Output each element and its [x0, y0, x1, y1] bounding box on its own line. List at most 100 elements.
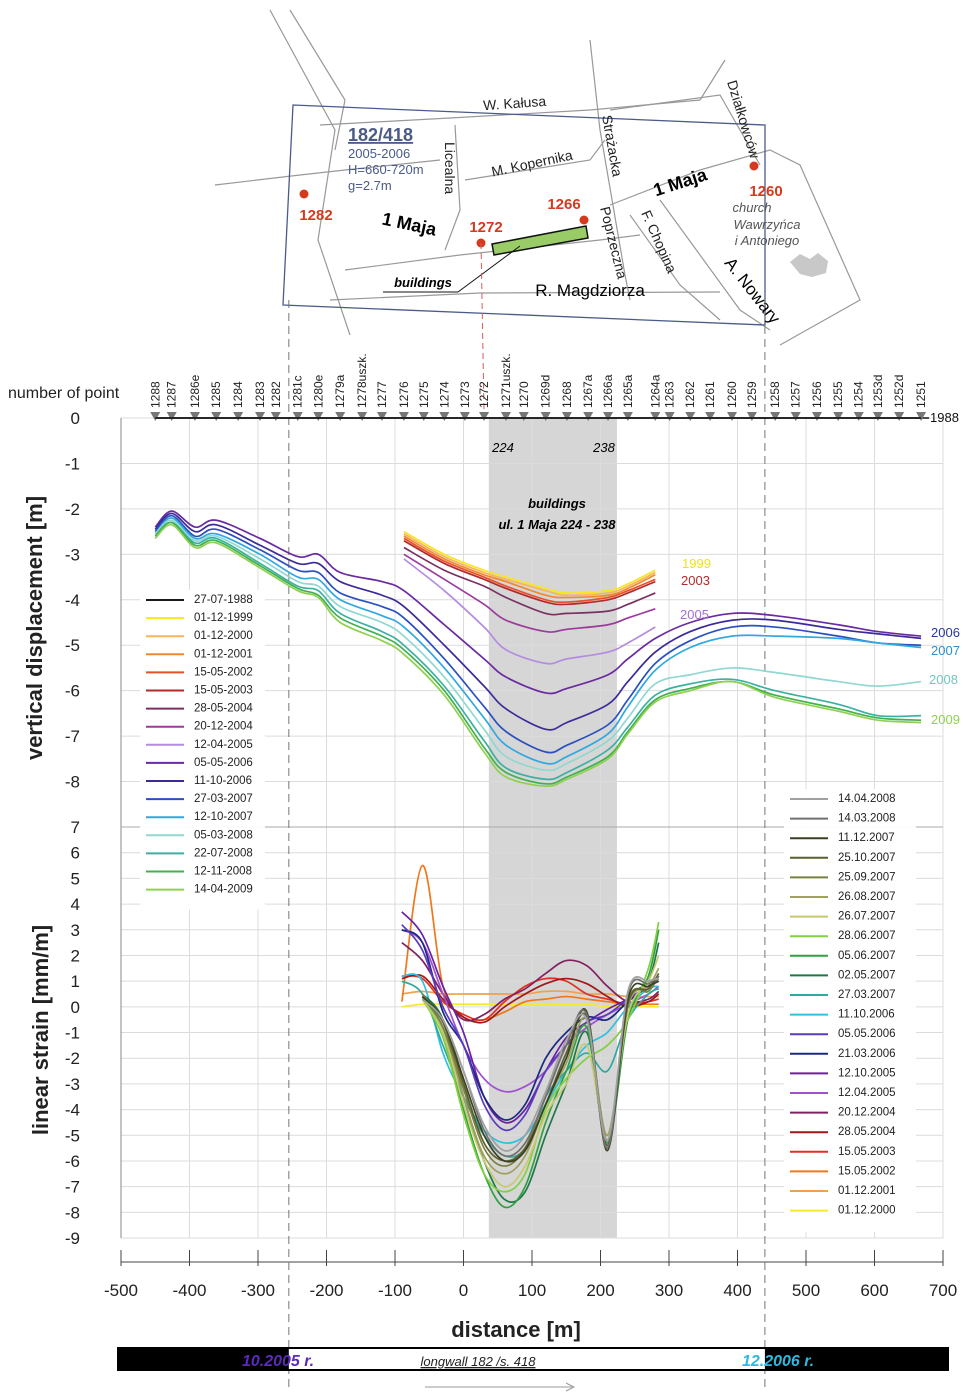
point-label: 1280e: [311, 374, 325, 408]
point-label: 1276: [397, 381, 411, 408]
street-line: [609, 94, 761, 166]
point-label: 1272: [469, 219, 502, 236]
legend-label: 05-05-2006: [194, 757, 253, 769]
longwall-info: H=660-720m: [348, 162, 424, 177]
point-label: 1252d: [892, 375, 906, 408]
point-label: 1266a: [601, 374, 615, 408]
legend-label: 05.06.2007: [838, 950, 896, 962]
point-dot: [749, 161, 759, 171]
x-tick-label: -300: [241, 1281, 275, 1300]
y-tick-label: -5: [65, 1126, 80, 1145]
legend-label: 15.05.2003: [838, 1146, 896, 1158]
annotation: 1999: [682, 556, 711, 571]
point-label: 1278uszk.: [355, 353, 369, 408]
legend-label: 14.04.2008: [838, 793, 896, 805]
x-tick-label: 600: [860, 1281, 888, 1300]
point-marker: [770, 412, 781, 421]
street-line: [329, 291, 721, 301]
point-label: 1257: [789, 381, 803, 408]
legend-label: 11.10.2006: [838, 1009, 895, 1021]
y-tick-label: -7: [65, 1178, 80, 1197]
y-tick-label: -4: [65, 1101, 80, 1120]
point-label: 1258: [768, 381, 782, 408]
point-marker: [357, 412, 368, 421]
legend-label: 01.12.2001: [838, 1185, 896, 1197]
street-line: [214, 159, 441, 186]
annotation: 2009: [931, 712, 960, 727]
y-tick-label: -1: [65, 1024, 80, 1043]
point-label: 1254: [852, 381, 866, 408]
y-tick-label: -9: [65, 1229, 80, 1248]
church-label: i Antoniego: [735, 233, 800, 248]
annotation: 2008: [929, 672, 958, 687]
street-label: 1 Maja: [651, 164, 710, 200]
point-marker: [916, 412, 927, 421]
curve: [403, 535, 656, 599]
x-tick-label: 0: [459, 1281, 468, 1300]
legend-box: [784, 789, 916, 1233]
point-marker: [150, 412, 161, 421]
point-label: 1277: [375, 381, 389, 408]
point-label: 1260: [749, 183, 782, 200]
legend-label: 15-05-2003: [194, 685, 253, 697]
legend-label: 01-12-2000: [194, 630, 253, 642]
curve: [403, 539, 656, 606]
annotation: 2007: [931, 643, 960, 658]
x-tick-label: -100: [378, 1281, 412, 1300]
legend-label: 22-07-2008: [194, 847, 253, 859]
point-label: 1284: [231, 381, 245, 408]
point-label: 1256: [810, 381, 824, 408]
legend-label: 27-03-2007: [194, 793, 253, 805]
point-label: 1264a: [648, 374, 662, 408]
legend-label: 01-12-2001: [194, 648, 253, 660]
street-label: R. Magdziorza: [535, 281, 645, 300]
point-label: 1267a: [581, 374, 595, 408]
curve: [154, 523, 922, 787]
street-line: [464, 139, 606, 181]
points-axis-title: number of point: [8, 385, 120, 402]
street-line: [589, 39, 631, 301]
y-tick-label: -3: [65, 1075, 80, 1094]
legend-label: 12-11-2008: [194, 866, 252, 878]
streets: [214, 9, 861, 346]
street-label: W. Kałusa: [483, 93, 547, 113]
timeline-end: 12.2006 r.: [742, 1353, 814, 1370]
legend-label: 27-07-1988: [194, 594, 253, 606]
legend-label: 11.12.2007: [838, 832, 895, 844]
annotation: buildings: [528, 496, 586, 511]
curve: [403, 533, 656, 597]
x-tick-label: 200: [586, 1281, 614, 1300]
legend-label: 15-05-2002: [194, 666, 253, 678]
curve: [154, 517, 922, 765]
y-axis-title: linear strain [mm/m]: [28, 925, 53, 1135]
curve: [421, 955, 660, 1188]
street-label: Licealna: [442, 142, 458, 194]
street-line: [659, 199, 771, 331]
point-label: 1288: [148, 381, 162, 408]
y-tick-label: -2: [65, 1049, 80, 1068]
point-label: 1274: [437, 381, 451, 408]
point-marker: [255, 412, 266, 421]
y-tick-label: 3: [71, 921, 80, 940]
curve: [421, 976, 659, 1152]
point-marker: [790, 412, 801, 421]
legend-label: 28.05.2004: [838, 1126, 896, 1138]
y-axis-title: vertical displacement [m]: [22, 496, 47, 760]
point-marker: [459, 412, 470, 421]
point-marker: [603, 412, 614, 421]
longwall-span: [288, 1349, 765, 1369]
curve: [403, 558, 656, 665]
plot: -500 -400 -300 -200 -100 0 100 200 300 400 500 600 7…: [65, 300, 957, 1390]
curve: [154, 512, 922, 731]
legend-label: 14-04-2009: [194, 884, 253, 896]
annotation: 2006: [931, 625, 960, 640]
curve: [403, 530, 656, 594]
street-label: M. Kopernika: [490, 147, 574, 180]
street-label: Poprzeczna: [597, 205, 630, 281]
y-tick-label: -8: [65, 1203, 80, 1222]
curve: [154, 510, 922, 695]
point-marker: [811, 412, 822, 421]
point-marker: [622, 412, 633, 421]
longwall-info: 2005-2006: [348, 146, 410, 161]
street-line: [444, 124, 461, 251]
